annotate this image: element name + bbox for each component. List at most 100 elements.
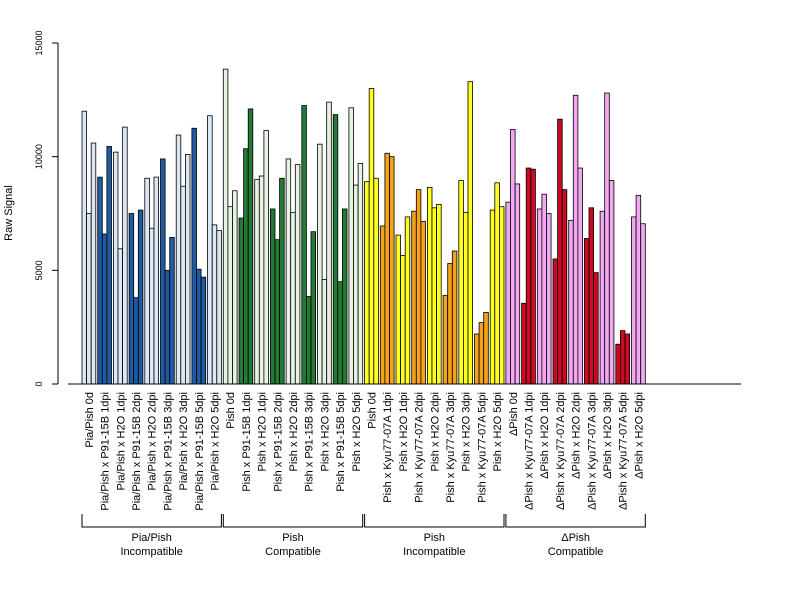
x-category-label: Pish x H2O 2dpi [288, 392, 300, 471]
y-axis: 0 5000 10000 15000 [34, 30, 59, 387]
bar [379, 225, 386, 385]
x-category-label: Pish x P91-15B 1dpi [241, 392, 253, 492]
group-label-line2: Compatible [548, 546, 604, 558]
x-category-label: Pish 0d [367, 392, 379, 429]
x-category-label: Pish x H2O 2dpi [429, 392, 441, 471]
bar [106, 146, 112, 385]
bar [436, 204, 442, 385]
x-category-label: Pia/Pish x P91-15B 5dpi [194, 392, 206, 511]
group-label-line1: Pish [282, 532, 303, 544]
y-tick-label: 10000 [34, 144, 44, 169]
x-category-label: Pia/Pish x H2O 2dpi [147, 392, 159, 490]
group-label-line2: Compatible [265, 546, 321, 558]
bar [326, 101, 332, 385]
bar [81, 110, 87, 385]
bar [536, 208, 543, 385]
bar [467, 81, 473, 385]
y-tick-label: 5000 [34, 260, 44, 280]
bar [207, 115, 213, 385]
x-category-label: ΔPish x H2O 5dpi [633, 392, 645, 479]
bar [169, 236, 175, 385]
bar [232, 190, 238, 385]
bar [489, 209, 496, 385]
x-category-label: Pish x H2O 1dpi [398, 392, 410, 471]
bar [216, 230, 222, 385]
bar [211, 224, 218, 385]
bar [525, 167, 532, 385]
bar [510, 128, 516, 385]
group-bracket [364, 514, 505, 528]
bar [122, 126, 128, 385]
bar [431, 207, 437, 385]
bar [368, 88, 375, 385]
bar [101, 233, 108, 385]
bar [164, 269, 171, 385]
bar [310, 231, 316, 385]
bar [384, 152, 390, 385]
bar [294, 164, 301, 385]
bar [584, 238, 590, 385]
x-category-label: Pish x P91-15B 5dpi [335, 392, 347, 492]
bar [117, 248, 123, 385]
bar [530, 168, 536, 385]
x-category-label: ΔPish x Kyu77-07A 2dpi [555, 392, 567, 510]
x-category-label: Pia/Pish 0d [84, 392, 96, 448]
bar [608, 180, 615, 385]
bar [263, 130, 269, 385]
x-category-label: Pia/Pish x H2O 5dpi [210, 392, 222, 490]
x-category-label: ΔPish x Kyu77-07A 3dpi [586, 392, 598, 510]
bar [426, 186, 433, 385]
bar [353, 184, 359, 385]
group-label-line2: Incompatible [121, 546, 183, 558]
x-category-label: ΔPish 0d [508, 392, 520, 436]
bar [247, 108, 254, 385]
bar [557, 118, 563, 385]
bar [86, 213, 92, 385]
bar [160, 158, 166, 385]
bar [90, 142, 97, 385]
x-category-label: ΔPish x H2O 2dpi [571, 392, 583, 479]
x-category-label: Pish x Kyu77-07A 5dpi [476, 392, 488, 503]
bar [599, 210, 606, 385]
x-category-label: Pish x Kyu77-07A 3dpi [445, 392, 457, 503]
bar [577, 167, 583, 385]
x-category-label: Pish x H2O 3dpi [461, 392, 473, 471]
bar [290, 211, 296, 385]
bar [494, 182, 500, 385]
bar [305, 296, 312, 385]
bar [373, 177, 379, 385]
bar [357, 163, 364, 385]
bars [81, 68, 646, 385]
x-category-label: ΔPish x Kyu77-07A 1dpi [524, 392, 536, 510]
bar [144, 177, 150, 385]
bar [568, 219, 574, 385]
x-category-label: ΔPish x Kyu77-07A 5dpi [618, 392, 630, 510]
bar [153, 176, 159, 385]
x-category-label: ΔPish x H2O 1dpi [539, 392, 551, 479]
bar [389, 156, 395, 385]
bar [274, 239, 280, 385]
bar [227, 206, 233, 385]
group-bracket [505, 514, 646, 528]
group-bracket [81, 514, 222, 528]
bar [269, 208, 276, 385]
bar [332, 114, 339, 385]
bar [137, 209, 144, 385]
bar [483, 311, 489, 385]
bar [364, 181, 370, 385]
y-tick-label: 0 [34, 381, 44, 386]
bar [196, 268, 202, 385]
x-category-label: Pish x H2O 5dpi [351, 392, 363, 471]
bar [478, 322, 485, 385]
group-label-line1: Pia/Pish [132, 532, 172, 544]
bar [348, 107, 354, 385]
bar [222, 68, 229, 385]
bar [341, 208, 348, 385]
bar [615, 343, 621, 385]
bar [415, 189, 422, 385]
bar [635, 194, 642, 385]
bar [97, 176, 103, 385]
bar [285, 158, 292, 385]
bar [624, 333, 630, 385]
x-category-label: Pish 0d [225, 392, 237, 429]
